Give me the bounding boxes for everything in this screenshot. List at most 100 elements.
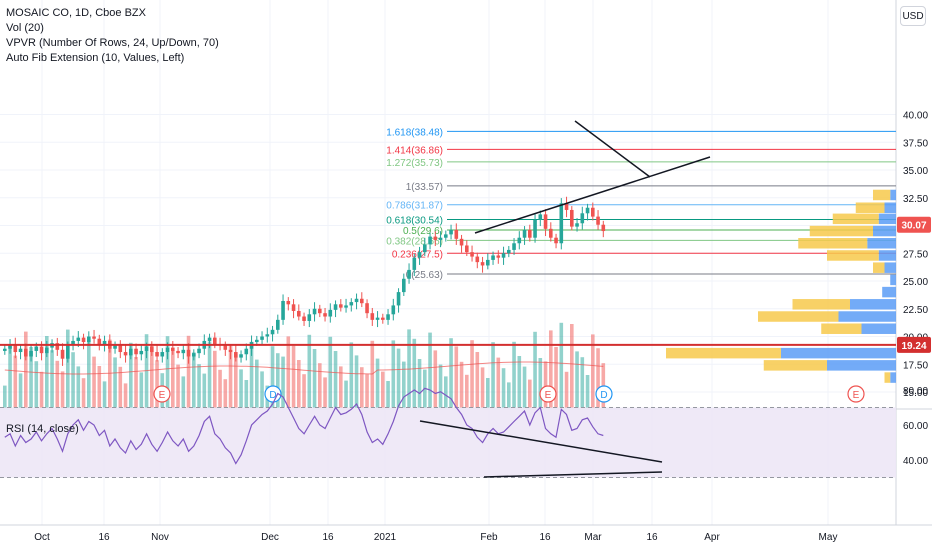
rsi-tick-label: 60.00 xyxy=(903,421,928,432)
candle-body xyxy=(444,234,448,238)
candle-body xyxy=(596,216,600,225)
candle-body xyxy=(554,237,558,244)
vp-down-bar xyxy=(792,299,850,310)
event-marker-label: E xyxy=(159,390,166,401)
vp-down-bar xyxy=(809,225,873,237)
volume-bar xyxy=(575,351,579,408)
vp-up-bar xyxy=(838,311,896,322)
volume-bar xyxy=(459,361,464,408)
candle-body xyxy=(549,228,553,238)
price-tick-label: 32.50 xyxy=(903,194,928,205)
vp-down-bar xyxy=(873,262,885,273)
candle-body xyxy=(412,257,417,270)
volume-bar xyxy=(554,347,558,408)
candle-body xyxy=(575,223,579,227)
vpvr-indicator-label[interactable]: VPVR (Number Of Rows, 24, Up/Down, 70) xyxy=(6,37,219,49)
volume-bar xyxy=(428,332,432,408)
chart-legend: MOSAIC CO, 1D, Cboe BZX Vol (20) VPVR (N… xyxy=(6,6,219,66)
candle-body xyxy=(428,236,432,245)
candle-body xyxy=(81,337,86,343)
volume-indicator-label[interactable]: Vol (20) xyxy=(6,22,44,34)
fib-level-label: 1.618(38.48) xyxy=(386,127,443,138)
candle-body xyxy=(475,256,480,263)
event-marker xyxy=(539,385,557,403)
vp-up-bar xyxy=(873,225,896,237)
volume-bar xyxy=(255,359,259,408)
volume-bar xyxy=(55,360,60,408)
candle-body xyxy=(18,348,23,353)
volume-bar xyxy=(470,340,474,408)
candle-body xyxy=(165,347,170,353)
time-tick-label: Dec xyxy=(261,532,279,543)
candle-body xyxy=(134,348,138,355)
vp-up-bar xyxy=(890,372,896,383)
candle-body xyxy=(533,219,537,238)
event-marker-label: D xyxy=(269,390,276,401)
price-tick-label: 40.00 xyxy=(903,111,928,122)
volume-bar xyxy=(402,361,406,408)
volume-bar xyxy=(297,360,301,408)
volume-bar xyxy=(386,381,390,408)
candle-body xyxy=(234,352,238,358)
volume-bar xyxy=(360,367,364,408)
candle-body xyxy=(207,337,212,341)
rsi-indicator-label[interactable]: RSI (14, close) xyxy=(6,423,79,435)
fib-level-label: 0.786(31.87) xyxy=(386,201,443,212)
candle-body xyxy=(543,214,548,229)
volume-bar xyxy=(286,336,291,408)
volume-bar xyxy=(449,338,453,408)
volume-bar xyxy=(45,336,49,408)
candle-body xyxy=(522,229,527,238)
volume-bar xyxy=(71,352,75,408)
volume-bar xyxy=(181,376,186,408)
candle-body xyxy=(97,338,102,345)
candle-body xyxy=(34,346,39,351)
volume-bar xyxy=(218,369,222,408)
volume-bar xyxy=(249,341,254,408)
vp-down-bar xyxy=(832,213,879,225)
price-tick-label: 22.50 xyxy=(903,305,928,316)
rsi-line xyxy=(4,387,604,465)
volume-bar xyxy=(580,357,585,408)
volume-bar xyxy=(438,364,443,408)
rsi-trendline-upper xyxy=(419,420,663,463)
volume-bar xyxy=(260,371,264,408)
vp-down-bar xyxy=(763,360,827,371)
price-tick-label: 35.00 xyxy=(903,166,928,177)
candle-body xyxy=(501,253,506,258)
rsi-tick-label: 80.00 xyxy=(903,386,928,397)
price-badge-label: 19.24 xyxy=(901,341,926,352)
volume-bar xyxy=(596,348,600,408)
volume-bar xyxy=(34,361,39,408)
candle-body xyxy=(171,347,175,351)
vp-down-bar xyxy=(884,372,891,383)
volume-bar xyxy=(349,342,354,408)
vp-down-bar xyxy=(798,238,868,249)
vp-down-bar xyxy=(821,323,862,334)
symbol-title[interactable]: MOSAIC CO, 1D, Cboe BZX xyxy=(6,7,146,19)
vp-up-bar xyxy=(878,250,896,261)
drawings[interactable] xyxy=(0,120,896,346)
candle-body xyxy=(580,213,585,224)
time-tick-label: 16 xyxy=(646,532,658,543)
volume-bar xyxy=(559,322,564,408)
volume-bar xyxy=(491,342,495,408)
candle-body xyxy=(312,308,317,315)
candle-body xyxy=(176,350,180,354)
candle-body xyxy=(349,302,354,306)
candle-body xyxy=(559,203,564,244)
volume-bar xyxy=(323,377,327,408)
vp-up-bar xyxy=(884,262,896,273)
price-tick-label: 15.00 xyxy=(903,388,928,399)
candle-body xyxy=(307,314,312,321)
candle-body xyxy=(76,337,81,341)
volume-bar xyxy=(375,358,380,408)
volume-bar xyxy=(113,357,117,408)
candle-body xyxy=(265,334,270,337)
currency-button[interactable]: USD xyxy=(900,6,926,26)
volume-bar xyxy=(522,366,527,408)
fib-indicator-label[interactable]: Auto Fib Extension (10, Values, Left) xyxy=(6,52,185,64)
event-marker-label: E xyxy=(545,390,552,401)
candle-body xyxy=(585,207,590,214)
